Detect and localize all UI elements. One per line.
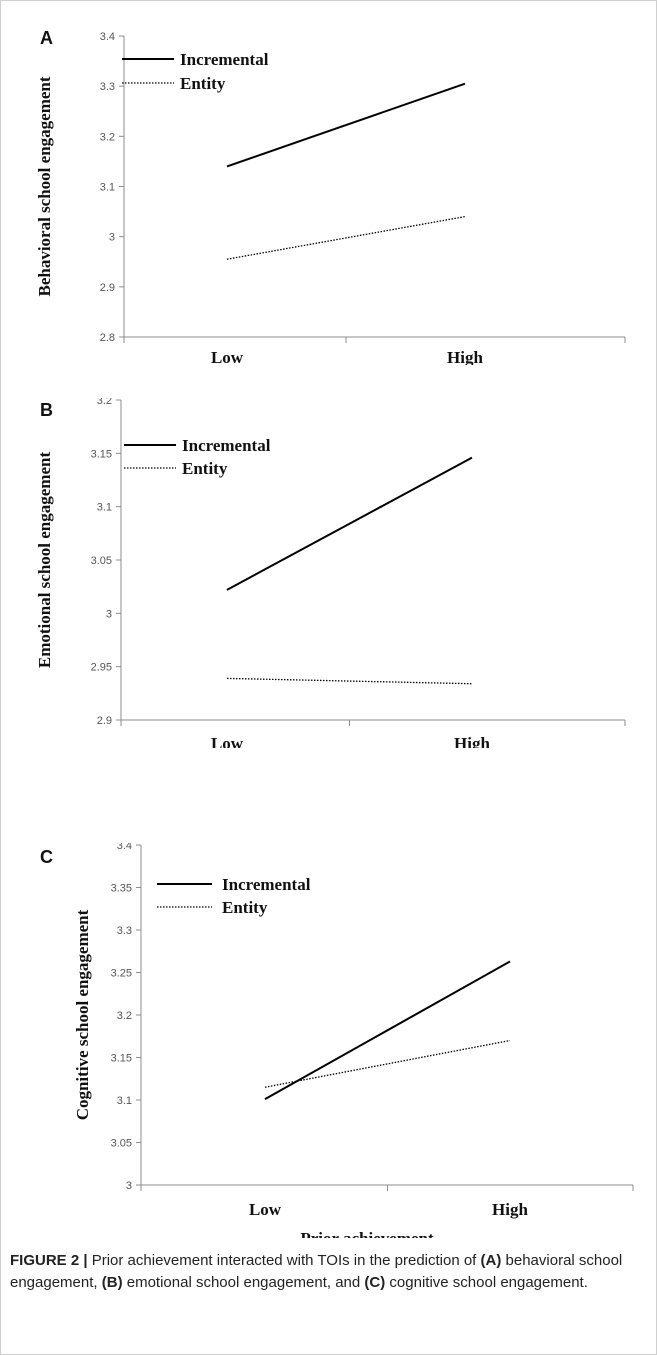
chart-panel-a: A 2.82.933.13.23.33.4LowHighPrior achiev… [0,20,657,365]
legend-label: Entity [222,898,268,917]
y-tick-label: 3 [126,1180,132,1192]
caption-ref-a: (A) [480,1252,502,1269]
x-tick-label: High [454,734,490,748]
series-line-incremental [264,960,511,1101]
y-tick-label: 3.2 [117,1010,132,1022]
y-tick-label: 3.3 [100,81,115,93]
caption-label: FIGURE 2 | [10,1252,88,1269]
y-tick-label: 2.95 [91,662,112,674]
x-axis-title: Prior achievement [300,1229,434,1238]
x-tick-label: Low [249,1200,282,1219]
caption-text: emotional school engagement, and [122,1274,365,1291]
caption-ref-b: (B) [101,1274,123,1291]
x-tick-label: Low [211,734,244,748]
series-line-entity [264,1039,511,1088]
panel-label: B [40,400,53,420]
y-tick-label: 3.1 [97,502,112,514]
series-line-entity [226,215,466,260]
y-tick-label: 3.35 [111,883,132,895]
caption-text: behavioral school engagement, [10,1252,623,1291]
panel-label: C [40,847,53,867]
series-line-incremental [226,456,473,591]
y-tick-label: 3.1 [100,182,115,194]
y-tick-label: 3.15 [111,1053,132,1065]
y-tick-label: 3.2 [97,398,112,407]
figure-caption: FIGURE 2 | Prior achievement interacted … [10,1250,644,1294]
legend-label: Incremental [222,875,311,894]
y-axis-title: Cognitive school engagement [73,909,92,1120]
y-tick-label: 2.9 [97,715,112,727]
chart-svg: 3 3.05 3.1 3.15 3.2 3.25 3.3 3.35 3.4 Low High Prio… [73,843,634,1238]
y-tick-label: 3.15 [91,448,112,460]
panel-label: A [40,28,53,48]
y-tick-label: 3.1 [117,1095,132,1107]
y-tick-label: 3 [109,232,115,244]
y-tick-label: 3.25 [111,968,132,980]
y-tick-label: 2.9 [100,282,115,294]
y-tick-label: 3.4 [100,31,115,43]
y-tick-label: 3 [106,608,112,620]
legend-label: Entity [182,459,228,478]
caption-ref-c: (C) [364,1274,386,1291]
x-tick-label: Low [211,348,244,365]
y-tick-label: 3.3 [117,925,132,937]
chart-panel-c: C 3 3.05 3.1 3.15 3.2 3.25 3.3 3.35 3.4 Low High Pr… [0,843,657,1238]
series-line-incremental [226,82,466,168]
y-tick-label: 2.8 [100,332,115,344]
y-axis-title: Behavioral school engagement [35,76,54,296]
y-tick-label: 3.05 [111,1138,132,1150]
legend-label: Incremental [182,436,271,455]
caption-text: cognitive school engagement. [385,1274,588,1291]
y-tick-label: 3.05 [91,555,112,567]
caption-text: Prior achievement interacted with TOIs i… [87,1252,481,1269]
y-tick-label: 3.2 [100,131,115,143]
series-line-entity [226,677,473,685]
x-tick-label: High [492,1200,528,1219]
legend-label: Incremental [180,50,269,69]
legend-label: Entity [180,74,226,93]
chart-svg: 2.82.933.13.23.33.4LowHighPrior achievem… [35,31,626,365]
y-axis-title: Emotional school engagement [35,452,54,669]
x-tick-label: High [447,348,483,365]
y-tick-label: 3.4 [117,843,132,852]
